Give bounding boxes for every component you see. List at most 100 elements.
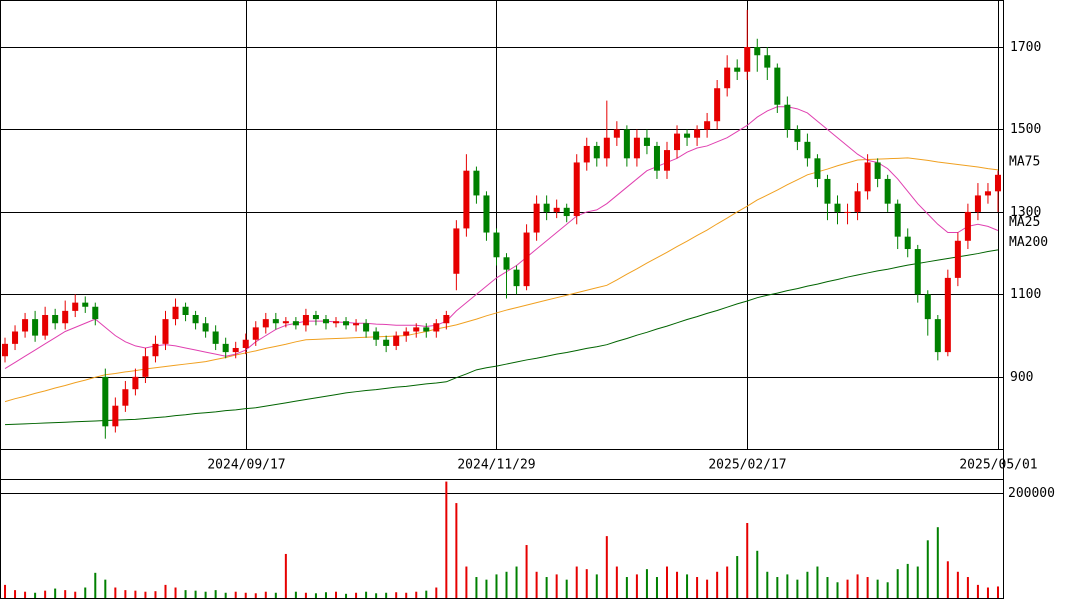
candle-body bbox=[383, 339, 390, 346]
volume-bar bbox=[184, 590, 187, 598]
volume-bar bbox=[926, 540, 929, 598]
moving-average-line bbox=[4, 157, 999, 403]
candle-body bbox=[994, 174, 1001, 192]
volume-bar bbox=[545, 577, 548, 598]
candle-body bbox=[423, 327, 430, 332]
candle-body bbox=[974, 195, 981, 212]
candle-body bbox=[553, 207, 560, 212]
candle-body bbox=[353, 323, 360, 326]
volume-tick-label: 200000 bbox=[1008, 486, 1055, 501]
candle-body bbox=[734, 67, 741, 72]
candle-body bbox=[32, 319, 39, 336]
candle-body bbox=[844, 211, 851, 213]
volume-bar bbox=[355, 592, 358, 598]
volume-bar bbox=[495, 574, 498, 598]
volume-bar bbox=[375, 593, 378, 598]
volume-bar bbox=[625, 577, 628, 598]
volume-bar bbox=[214, 590, 217, 598]
volume-bar bbox=[505, 571, 508, 598]
candle-body bbox=[964, 211, 971, 241]
candle-body bbox=[453, 228, 460, 274]
candle-body bbox=[282, 321, 289, 324]
candle-body bbox=[904, 236, 911, 250]
volume-bar bbox=[726, 566, 729, 598]
volume-bar bbox=[475, 577, 478, 598]
volume-bar bbox=[254, 593, 257, 598]
candle-body bbox=[463, 170, 470, 229]
candle-body bbox=[52, 315, 59, 324]
volume-bar bbox=[786, 574, 789, 598]
candle-body bbox=[483, 195, 490, 233]
candle-body bbox=[513, 269, 520, 287]
volume-bar bbox=[44, 590, 47, 598]
candle-body bbox=[704, 121, 711, 130]
candle-body bbox=[232, 347, 239, 353]
volume-bar bbox=[284, 553, 287, 598]
candle-body bbox=[132, 376, 139, 390]
candle-body bbox=[152, 343, 159, 357]
volume-bar bbox=[174, 587, 177, 598]
volume-bar bbox=[304, 592, 307, 598]
moving-average-line bbox=[4, 249, 999, 426]
volume-bar bbox=[746, 523, 749, 598]
volume-bar bbox=[14, 590, 17, 598]
candle-body bbox=[724, 67, 731, 89]
volume-bar bbox=[335, 591, 338, 598]
candle-body bbox=[413, 327, 420, 332]
candle-body bbox=[533, 203, 540, 233]
volume-bar bbox=[876, 579, 879, 598]
candle-body bbox=[563, 207, 570, 217]
candle-body bbox=[653, 145, 660, 171]
ma-legend-label: MA200 bbox=[1009, 235, 1048, 250]
candle-body bbox=[212, 331, 219, 344]
candle-body bbox=[182, 306, 189, 316]
candle-body bbox=[42, 315, 49, 336]
candle-body bbox=[162, 319, 169, 344]
candle-body bbox=[122, 389, 129, 406]
candle-body bbox=[633, 137, 640, 159]
candle-body bbox=[573, 162, 580, 217]
volume-bar bbox=[716, 571, 719, 598]
candle-body bbox=[202, 323, 209, 332]
candle-body bbox=[403, 331, 410, 336]
y-tick-label: 900 bbox=[1010, 370, 1033, 385]
candle-body bbox=[302, 315, 309, 326]
volume-bar bbox=[696, 577, 699, 598]
volume-bar bbox=[84, 587, 87, 598]
candle-body bbox=[262, 319, 269, 328]
volume-bar bbox=[365, 591, 368, 598]
volume-bar bbox=[555, 574, 558, 598]
candle-body bbox=[393, 335, 400, 346]
ma-legend-label: MA25 bbox=[1009, 215, 1040, 230]
volume-bar bbox=[395, 592, 398, 598]
volume-bar bbox=[676, 571, 679, 598]
candle-body bbox=[272, 319, 279, 324]
volume-bar bbox=[856, 574, 859, 598]
candle-body bbox=[322, 319, 329, 324]
candle-body bbox=[252, 327, 259, 340]
candle-body bbox=[62, 310, 69, 324]
volume-bar bbox=[425, 590, 428, 598]
candle-body bbox=[2, 343, 9, 357]
candle-body bbox=[503, 257, 510, 270]
candle-body bbox=[824, 178, 831, 204]
volume-bar bbox=[806, 571, 809, 598]
volume-bar bbox=[936, 527, 939, 598]
volume-bar bbox=[104, 579, 107, 598]
volume-bar bbox=[946, 561, 949, 598]
candle-body bbox=[172, 306, 179, 320]
volume-bar bbox=[535, 571, 538, 598]
x-tick-label: 2025/05/01 bbox=[959, 458, 1037, 473]
volume-bar bbox=[756, 550, 759, 598]
volume-bar bbox=[635, 574, 638, 598]
candle-body bbox=[222, 343, 229, 353]
volume-bar bbox=[345, 593, 348, 598]
volume-bar bbox=[94, 572, 97, 598]
price-frame bbox=[0, 0, 1004, 450]
x-tick-label: 2024/09/17 bbox=[207, 458, 285, 473]
volume-bar bbox=[274, 592, 277, 598]
candle-body bbox=[603, 137, 610, 159]
candle-body bbox=[884, 178, 891, 204]
volume-bar bbox=[124, 590, 127, 598]
